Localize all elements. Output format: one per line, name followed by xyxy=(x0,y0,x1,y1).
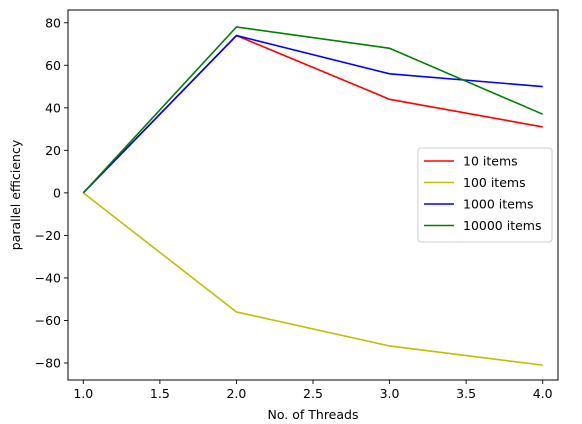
y-axis-label: parallel efficiency xyxy=(8,139,23,250)
y-tick-label: −80 xyxy=(35,355,61,370)
legend-label-3: 10000 items xyxy=(463,218,542,233)
y-tick-label: 0 xyxy=(53,185,61,200)
legend: 10 items 100 items 1000 items 10000 items xyxy=(417,147,553,243)
y-tick-label: 60 xyxy=(45,58,61,73)
legend-box xyxy=(417,147,553,243)
y-tick-label: 80 xyxy=(45,15,61,30)
series-line-2 xyxy=(82,34,543,194)
y-tick-label: 40 xyxy=(45,100,61,115)
y-axis-ticks: −80 −60 −40 −20 0 20 40 60 80 xyxy=(35,15,68,370)
x-tick-label: 1.5 xyxy=(150,386,170,401)
x-tick-label: 3.0 xyxy=(380,386,400,401)
x-tick-label: 1.0 xyxy=(73,386,93,401)
legend-label-1: 100 items xyxy=(463,175,526,190)
x-axis-ticks: 1.0 1.5 2.0 2.5 3.0 3.5 4.0 xyxy=(73,380,553,401)
x-axis-label: No. of Threads xyxy=(268,407,359,422)
x-tick-label: 3.5 xyxy=(456,386,476,401)
legend-label-2: 1000 items xyxy=(463,197,534,212)
series-line-3 xyxy=(82,26,544,194)
y-tick-label: −60 xyxy=(35,313,61,328)
x-tick-label: 2.0 xyxy=(226,386,246,401)
y-tick-label: −20 xyxy=(35,228,61,243)
y-tick-label: 20 xyxy=(45,143,61,158)
y-tick-label: −40 xyxy=(35,270,61,285)
x-tick-label: 4.0 xyxy=(533,386,553,401)
series-line-1 xyxy=(82,192,543,366)
series-layer xyxy=(82,26,544,366)
legend-label-0: 10 items xyxy=(463,154,518,169)
x-tick-label: 2.5 xyxy=(303,386,323,401)
